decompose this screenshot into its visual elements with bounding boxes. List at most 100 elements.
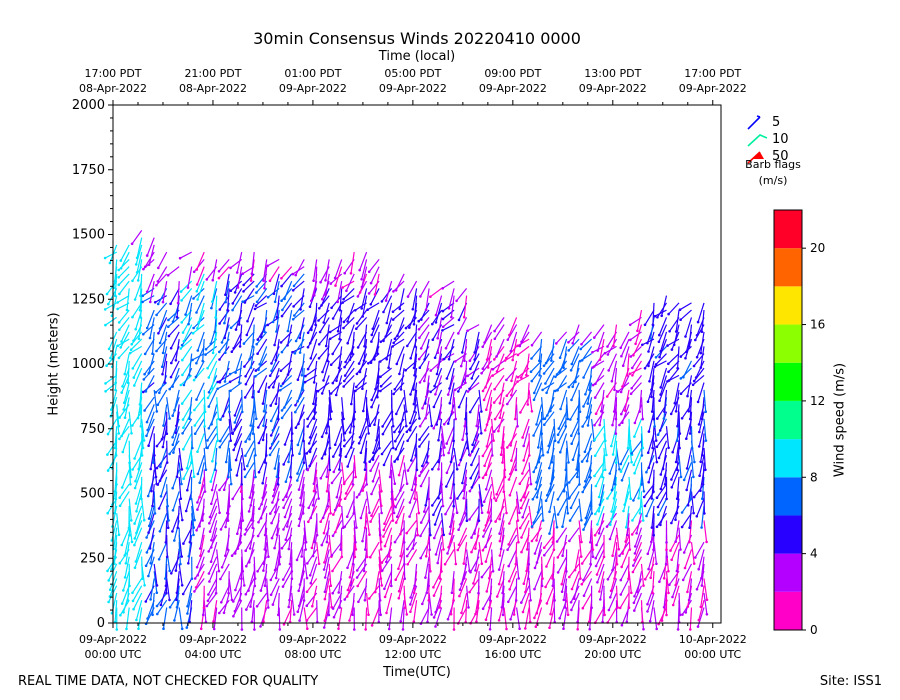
- wind-barb: [146, 273, 155, 293]
- wind-barb-tip: [311, 503, 315, 507]
- wind-barb-tip: [452, 483, 456, 486]
- wind-barb: [509, 455, 518, 475]
- wind-barb: [360, 498, 368, 519]
- wind-barb: [244, 462, 255, 478]
- wind-barb-tip: [521, 610, 525, 614]
- wind-barb: [271, 483, 280, 503]
- wind-barb-tip: [351, 352, 354, 355]
- wind-barb-tip: [250, 620, 254, 624]
- wind-barb-tip: [439, 490, 443, 494]
- wind-barb: [570, 418, 580, 436]
- wind-barb-tip: [427, 519, 431, 522]
- wind-barb-tip: [382, 535, 385, 538]
- wind-barb: [501, 440, 505, 463]
- wind-barb-tip: [370, 492, 373, 496]
- wind-barb: [541, 433, 544, 456]
- wind-barb-tip: [321, 516, 325, 520]
- wind-barb-tip: [235, 474, 239, 477]
- wind-barb-tip: [180, 321, 183, 324]
- wind-barb-tip: [265, 454, 268, 457]
- wind-barb: [659, 382, 668, 401]
- wind-barb-tip: [268, 374, 272, 378]
- wind-barb-tip: [343, 431, 347, 435]
- wind-barb-tip: [663, 483, 667, 486]
- wind-barb-tip: [241, 272, 244, 276]
- wind-barb: [335, 360, 343, 381]
- x-tick-label-time: 00:00 UTC: [84, 648, 141, 661]
- wind-barb-tip: [419, 534, 422, 538]
- wind-barb: [537, 426, 543, 448]
- wind-barb-tip: [286, 373, 290, 376]
- wind-barb: [203, 469, 206, 492]
- wind-barb-tip: [532, 521, 535, 524]
- wind-barb-tip: [558, 617, 561, 620]
- wind-barb: [216, 549, 220, 572]
- wind-barb-tip: [464, 417, 467, 421]
- wind-barb-tip: [243, 396, 247, 399]
- wind-barb-tip: [463, 359, 466, 363]
- wind-barb-tip: [195, 268, 199, 271]
- wind-barb: [565, 447, 568, 470]
- wind-barb-tip: [675, 468, 679, 472]
- wind-barb-tip: [621, 364, 625, 368]
- wind-barb: [566, 592, 569, 615]
- wind-barb: [355, 316, 368, 330]
- wind-barb: [297, 404, 305, 425]
- wind-barb-tip: [335, 495, 339, 499]
- wind-barb: [276, 295, 280, 318]
- wind-barb-tip: [306, 468, 310, 472]
- y-tick-label: 1250: [72, 292, 105, 307]
- wind-barb: [533, 382, 543, 401]
- wind-barb-tip: [685, 350, 688, 354]
- wind-barb: [469, 476, 480, 492]
- wind-barb: [658, 317, 668, 336]
- wind-barb-tip: [220, 566, 224, 569]
- wind-barb-tip: [413, 497, 416, 500]
- wind-barb-tip: [323, 590, 327, 594]
- wind-barb: [471, 433, 480, 452]
- y-tick-label: 500: [80, 487, 105, 502]
- wind-barb: [441, 426, 446, 448]
- wind-barb: [207, 382, 218, 399]
- wind-barb: [613, 368, 618, 390]
- wind-barb: [470, 447, 480, 466]
- wind-barb-tip: [271, 501, 274, 504]
- wind-barb: [550, 339, 555, 361]
- wind-barb-tip: [207, 427, 211, 430]
- wind-barb-tip: [501, 613, 505, 617]
- wind-barb: [653, 440, 658, 463]
- legend-caption-line2: (m/s): [758, 174, 788, 187]
- wind-barb: [681, 512, 692, 528]
- wind-barb-tip: [266, 295, 270, 299]
- wind-barb: [313, 462, 318, 484]
- wind-barb-tip: [142, 378, 146, 381]
- wind-barb-tip: [107, 579, 110, 582]
- wind-barb-tip: [114, 454, 118, 457]
- wind-barb-tip: [675, 569, 679, 573]
- wind-barb: [533, 375, 543, 394]
- wind-barb-tip: [297, 604, 301, 608]
- wind-barb-tip: [239, 490, 243, 493]
- wind-barb: [307, 454, 318, 471]
- wind-barb-tip: [217, 270, 221, 273]
- wind-barb: [653, 542, 657, 564]
- wind-barb: [448, 338, 455, 360]
- wind-barb-tip: [556, 498, 560, 501]
- wind-barb: [166, 440, 168, 463]
- wind-barb-tip: [283, 297, 286, 301]
- wind-barb-tip: [343, 365, 346, 369]
- wind-barb: [116, 411, 120, 434]
- wind-barb-tip: [508, 493, 512, 497]
- wind-barb-tip: [556, 433, 560, 437]
- wind-barb-tip: [510, 393, 513, 397]
- wind-barb: [334, 513, 343, 533]
- wind-barb-tip: [548, 532, 551, 535]
- wind-barb: [307, 331, 318, 348]
- wind-barb: [361, 259, 368, 280]
- wind-barb-tip: [368, 533, 371, 536]
- wind-barb: [442, 316, 455, 328]
- wind-barb: [628, 571, 632, 593]
- wind-barb-tip: [573, 597, 576, 600]
